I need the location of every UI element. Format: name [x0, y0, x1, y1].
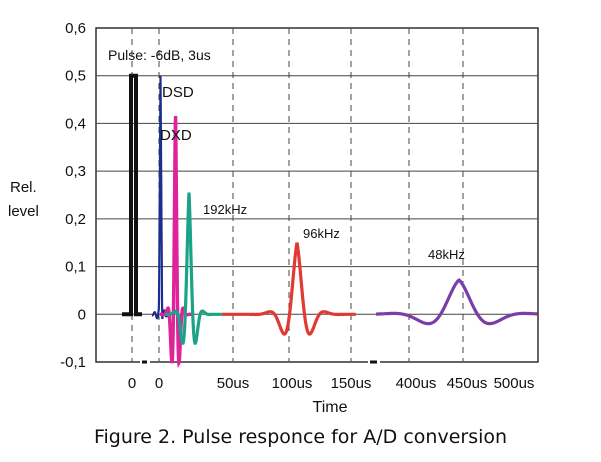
annotation-k96: 96kHz: [303, 226, 340, 241]
series-48khz: [376, 278, 538, 326]
y-tick-label: 0,1: [65, 259, 86, 276]
y-tick-label: -0,1: [60, 354, 86, 371]
x-axis-label: Time: [313, 399, 348, 416]
y-tick-label: 0,6: [65, 20, 86, 37]
annotation-dxd: DXD: [160, 127, 192, 144]
curves: [122, 73, 538, 369]
annotation-k192: 192kHz: [203, 202, 247, 217]
series-192khz: [165, 192, 222, 345]
x-tick-labels: 0 0 50us 100us 150us 400us 450us 500us: [128, 375, 535, 392]
x-tick-label: 150us: [331, 375, 372, 392]
y-tick-label: 0: [78, 306, 86, 323]
x-tick-label: 400us: [396, 375, 437, 392]
series-dsd: [151, 75, 171, 320]
x-tick-label: 50us: [217, 375, 250, 392]
x-tick-label: 0: [155, 375, 163, 392]
figure-caption: Figure 2. Pulse responce for A/D convers…: [93, 426, 508, 448]
y-tick-label: 0,2: [65, 211, 86, 228]
y-tick-labels: -0,1 0 0,1 0,2 0,3 0,4 0,5 0,6: [60, 20, 86, 371]
x-tick-label: 450us: [447, 375, 488, 392]
series-96khz: [222, 242, 356, 336]
y-tick-label: 0,5: [65, 68, 86, 85]
y-axis-label-line1: Rel.: [10, 179, 37, 196]
series-pulse: [122, 73, 142, 317]
y-tick-label: 0,4: [65, 115, 86, 132]
x-tick-label: 500us: [494, 375, 535, 392]
annotations: Pulse: -6dB, 3us DSD DXD 192kHz 96kHz 48kHz: [108, 47, 465, 262]
x-tick-label: 100us: [272, 375, 313, 392]
annotation-dsd: DSD: [162, 84, 194, 101]
plot-frame: [95, 27, 539, 363]
annotation-k48: 48kHz: [428, 247, 465, 262]
y-tick-label: 0,3: [65, 163, 86, 180]
x-tick-label: 0: [128, 375, 136, 392]
annotation-pulse: Pulse: -6dB, 3us: [108, 47, 211, 63]
y-axis-label-line2: level: [8, 203, 39, 220]
